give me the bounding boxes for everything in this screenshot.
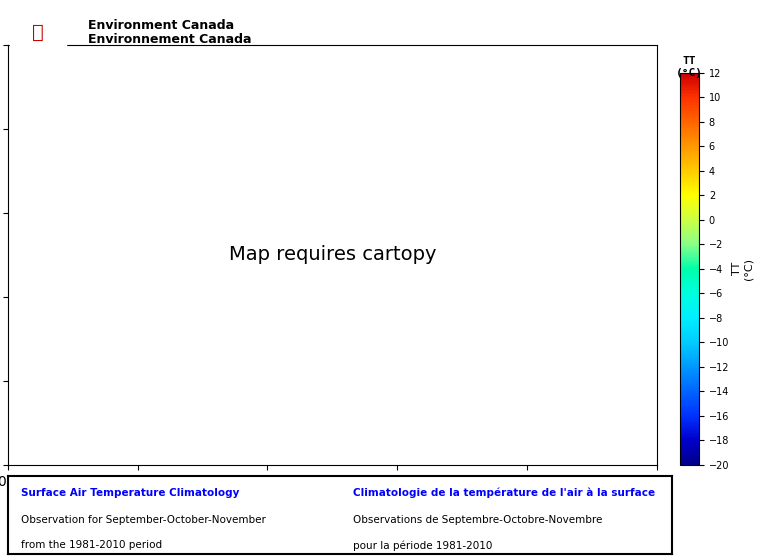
- Text: Observations de Septembre-Octobre-Novembre: Observations de Septembre-Octobre-Novemb…: [353, 515, 603, 525]
- Text: Observation for September-October-November: Observation for September-October-Novemb…: [21, 515, 266, 525]
- Text: Environment Canada: Environment Canada: [88, 18, 234, 32]
- Text: Climatologie de la température de l'air à la surface: Climatologie de la température de l'air …: [353, 488, 656, 498]
- Y-axis label: TT
(°C): TT (°C): [732, 258, 753, 280]
- Text: TT
(°C): TT (°C): [675, 57, 703, 78]
- Text: pour la période 1981-2010: pour la période 1981-2010: [353, 540, 493, 551]
- Text: Surface Air Temperature Climatology: Surface Air Temperature Climatology: [21, 488, 239, 498]
- Text: Environnement Canada: Environnement Canada: [88, 32, 251, 46]
- Text: from the 1981-2010 period: from the 1981-2010 period: [21, 540, 162, 550]
- Text: Map requires cartopy: Map requires cartopy: [228, 245, 436, 264]
- Text: 🍁: 🍁: [32, 23, 44, 41]
